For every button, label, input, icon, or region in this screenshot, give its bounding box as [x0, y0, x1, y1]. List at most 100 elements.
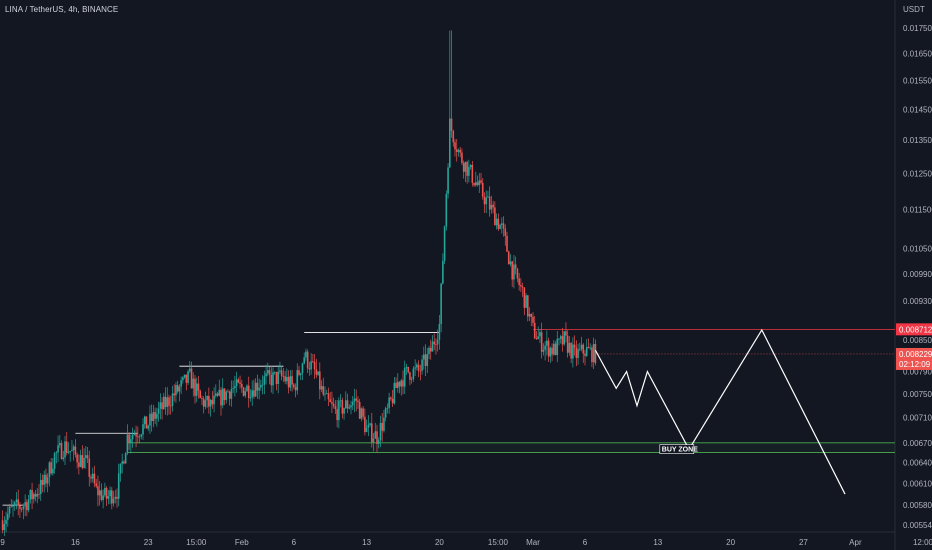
candle-body: [41, 479, 44, 485]
candle-body: [398, 381, 401, 387]
candle-body: [391, 398, 394, 404]
candle-body: [502, 223, 505, 229]
candle-body: [579, 348, 581, 350]
candle-body: [568, 343, 571, 353]
candle-body: [53, 453, 56, 469]
candle-body: [24, 502, 26, 507]
candle-body: [577, 349, 579, 358]
candle-body: [480, 180, 482, 183]
candle-body: [372, 438, 375, 443]
candle-body: [59, 443, 61, 446]
candle-body: [199, 390, 201, 398]
candle-body: [305, 351, 307, 358]
candle-body: [520, 285, 522, 287]
candle-body: [431, 341, 434, 352]
candle-body: [135, 434, 137, 437]
candle-body: [293, 384, 295, 387]
candle-body: [384, 408, 387, 418]
candle-body: [426, 354, 429, 366]
candle-body: [409, 372, 411, 380]
candle-body: [17, 499, 19, 506]
time-tick-label: 16: [71, 538, 80, 547]
candle-body: [227, 391, 229, 393]
candle-body: [149, 413, 151, 426]
candle-body: [211, 399, 214, 405]
candle-body: [436, 339, 439, 345]
candle-body: [348, 407, 351, 409]
candle-body: [540, 332, 543, 352]
current-price-badge: [896, 347, 932, 370]
candle-body: [62, 457, 65, 459]
candle-body: [256, 382, 259, 391]
candle-body: [483, 196, 486, 205]
candle-body: [189, 368, 191, 372]
candle-body: [350, 405, 352, 408]
candle-body: [521, 286, 524, 288]
candle-body: [100, 490, 103, 500]
candle-body: [546, 340, 548, 346]
candle-body: [341, 400, 344, 414]
candle-body: [34, 493, 37, 497]
candle-body: [513, 264, 515, 280]
candle-body: [414, 367, 416, 369]
candle-body: [253, 390, 255, 397]
candle-body: [88, 458, 91, 477]
candle-body: [516, 268, 519, 279]
candle-body: [150, 413, 153, 422]
time-tick-label: 27: [799, 538, 808, 547]
candle-body: [556, 338, 559, 355]
candle-body: [443, 226, 446, 261]
candle-body: [86, 455, 89, 459]
candle-body: [514, 264, 517, 269]
candle-body: [428, 347, 430, 355]
candle-body: [261, 384, 264, 386]
candle-body: [332, 403, 335, 407]
buy-zone-label: BUY ZONE: [662, 447, 698, 454]
candle-body: [213, 395, 215, 405]
candle-body: [351, 401, 354, 406]
candle-body: [371, 423, 373, 443]
candle-body: [287, 376, 290, 388]
candle-body: [190, 368, 193, 389]
candle-body: [197, 383, 200, 391]
candle-body: [367, 424, 370, 428]
candle-body: [320, 386, 323, 390]
candle-body: [13, 502, 16, 506]
candle-body: [322, 386, 325, 395]
candle-body: [544, 345, 546, 350]
candle-body: [260, 384, 262, 388]
candle-body: [299, 373, 302, 375]
candle-body: [154, 411, 156, 419]
candle-body: [251, 390, 253, 398]
candle-body: [185, 374, 188, 383]
candle-body: [319, 371, 321, 390]
candle-body: [376, 431, 378, 444]
candle-body: [247, 385, 250, 399]
candle-body: [138, 436, 141, 438]
candle-body: [412, 368, 415, 380]
candle-body: [157, 408, 160, 414]
candle-body: [405, 366, 408, 368]
symbol-title: LINA / TetherUS, 4h, BINANCE: [5, 5, 119, 14]
candle-body: [268, 370, 271, 375]
candle-body: [246, 385, 248, 392]
candle-body: [36, 493, 39, 497]
candle-body: [1, 520, 4, 531]
candle-body: [565, 331, 567, 336]
candle-body: [166, 397, 169, 407]
candle-body: [48, 462, 51, 478]
candle-body: [455, 149, 458, 152]
candle-body: [471, 164, 474, 183]
candle-body: [459, 149, 461, 153]
candle-body: [182, 377, 184, 381]
candle-body: [43, 474, 45, 485]
candle-body: [499, 224, 501, 229]
candle-body: [433, 341, 435, 345]
candle-body: [355, 398, 357, 401]
